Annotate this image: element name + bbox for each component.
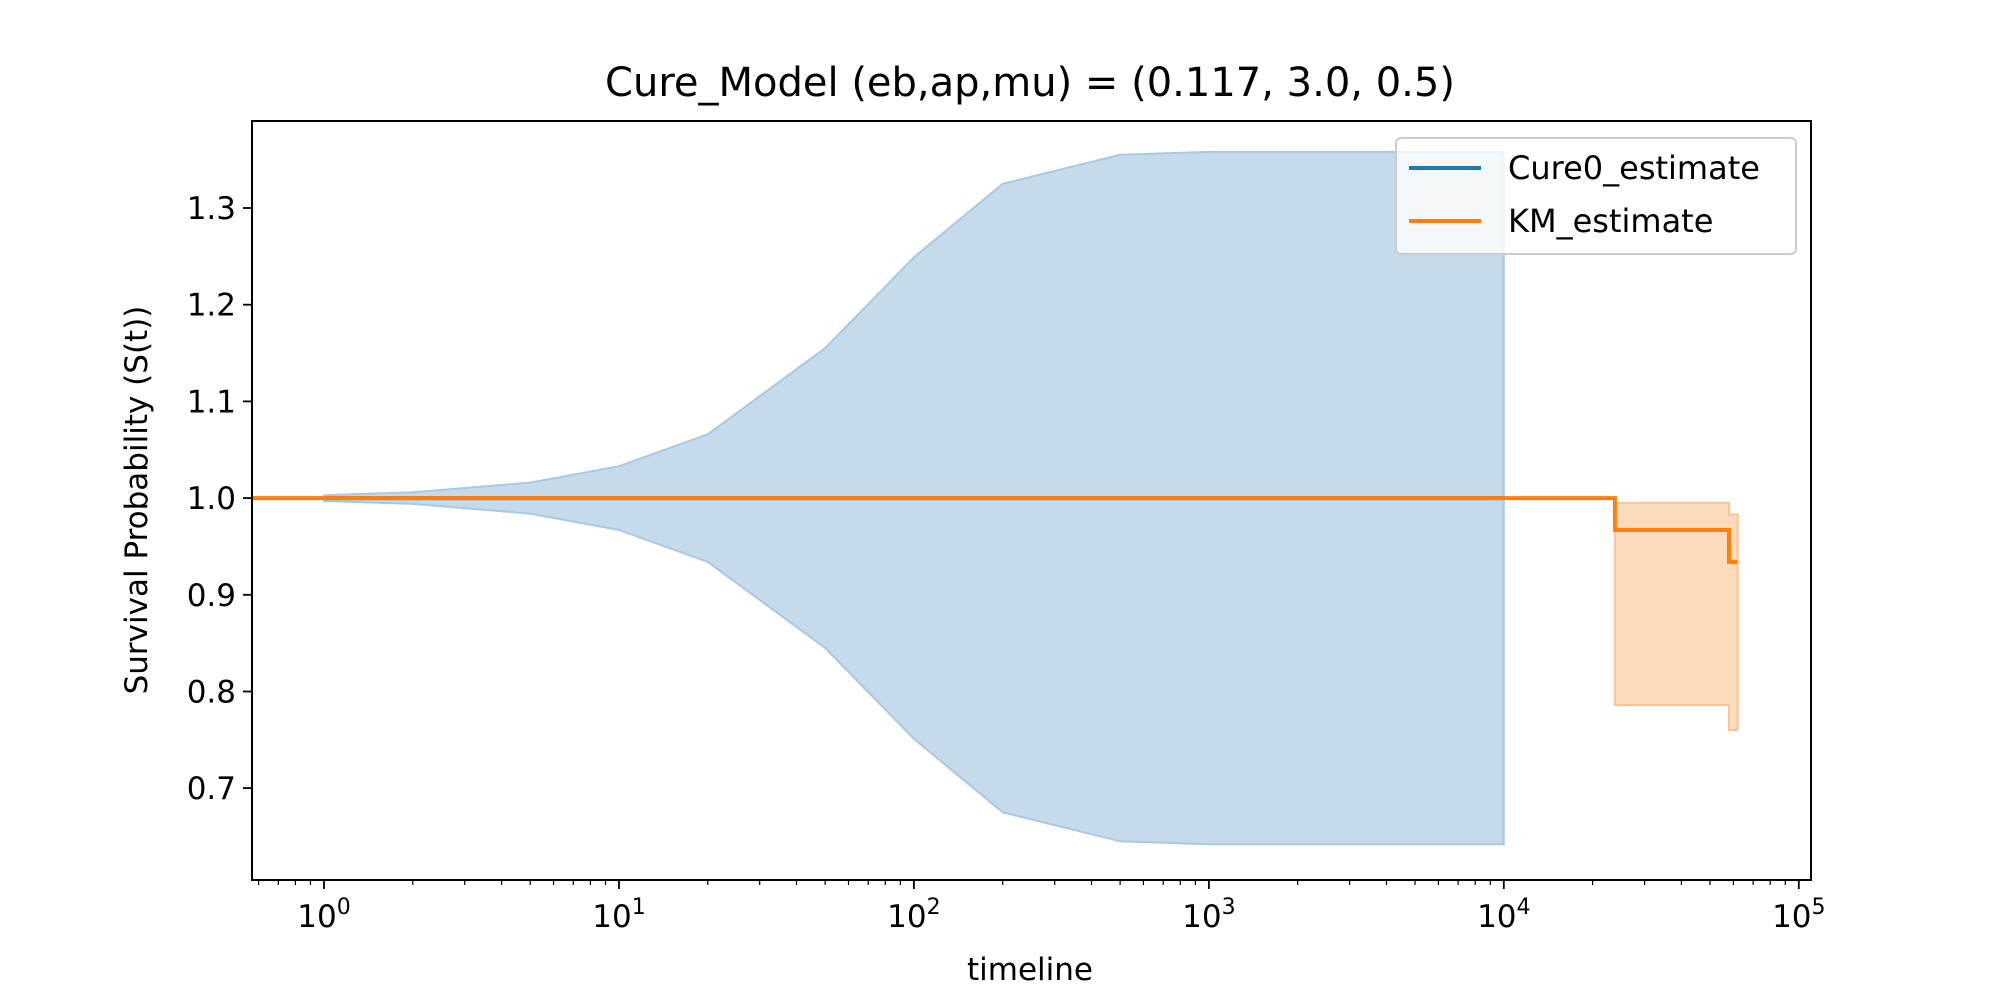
y-tick-label: 1.3 [187, 191, 236, 227]
x-tick-exponent: 0 [337, 895, 351, 920]
x-tick-exponent: 4 [1517, 895, 1531, 920]
y-tick-label: 1.2 [187, 288, 236, 324]
x-tick-label: 102 [887, 895, 940, 935]
legend-label: KM_estimate [1508, 202, 1713, 240]
x-tick-label: 103 [1182, 895, 1235, 935]
y-tick-label: 0.9 [187, 578, 236, 614]
y-axis: 0.7 0.8 0.9 1.0 1.1 1.2 1.3 [187, 191, 252, 807]
x-tick-exponent: 3 [1222, 895, 1236, 920]
x-tick-exponent: 1 [632, 895, 646, 920]
y-tick-label: 0.8 [187, 675, 236, 711]
x-tick-base: 10 [1772, 899, 1811, 935]
legend-label: Cure0_estimate [1508, 149, 1760, 187]
x-axis: 100 101 102 103 104 105 [258, 880, 1826, 935]
x-tick-exponent: 5 [1812, 895, 1826, 920]
x-tick-base: 10 [1182, 899, 1221, 935]
plot-frame [251, 120, 1812, 881]
x-tick-base: 10 [297, 899, 336, 935]
y-tick-label: 1.0 [187, 481, 236, 517]
x-tick-base: 10 [887, 899, 926, 935]
x-tick-exponent: 2 [927, 895, 941, 920]
x-tick-label: 105 [1772, 895, 1825, 935]
chart-title: Cure_Model (eb,ap,mu) = (0.117, 3.0, 0.5… [605, 60, 1455, 106]
x-tick-label: 100 [297, 895, 350, 935]
y-tick-label: 0.7 [187, 771, 236, 807]
series-line-1 [252, 496, 1738, 564]
x-tick-label: 104 [1477, 895, 1530, 935]
legend-box [1395, 137, 1797, 255]
y-tick-label: 1.1 [187, 384, 236, 420]
x-tick-base: 10 [1477, 899, 1516, 935]
x-axis-title: timeline [967, 952, 1093, 988]
y-axis-title: Survival Probability (S(t)) [119, 306, 155, 695]
legend: Cure0_estimate KM_estimate [1395, 137, 1797, 255]
x-tick-base: 10 [592, 899, 631, 935]
series-lines [252, 496, 1738, 564]
x-tick-label: 101 [592, 895, 645, 935]
